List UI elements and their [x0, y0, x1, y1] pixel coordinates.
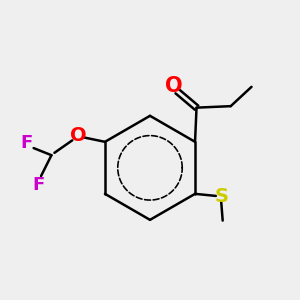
Text: S: S	[215, 187, 229, 206]
Text: O: O	[165, 76, 182, 96]
Text: F: F	[32, 176, 44, 194]
Text: O: O	[70, 126, 86, 146]
Text: F: F	[20, 134, 32, 152]
